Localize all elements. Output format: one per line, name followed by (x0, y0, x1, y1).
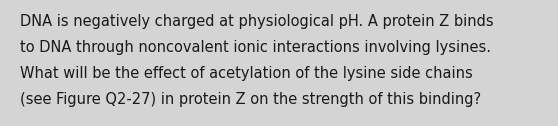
Text: What will be the effect of acetylation of the lysine side chains: What will be the effect of acetylation o… (20, 66, 473, 81)
Text: to DNA through noncovalent ionic interactions involving lysines.: to DNA through noncovalent ionic interac… (20, 40, 491, 55)
Text: (see Figure Q2-27) in protein Z on the strength of this binding?: (see Figure Q2-27) in protein Z on the s… (20, 92, 481, 107)
Text: DNA is negatively charged at physiological pH. A protein Z binds: DNA is negatively charged at physiologic… (20, 14, 494, 29)
